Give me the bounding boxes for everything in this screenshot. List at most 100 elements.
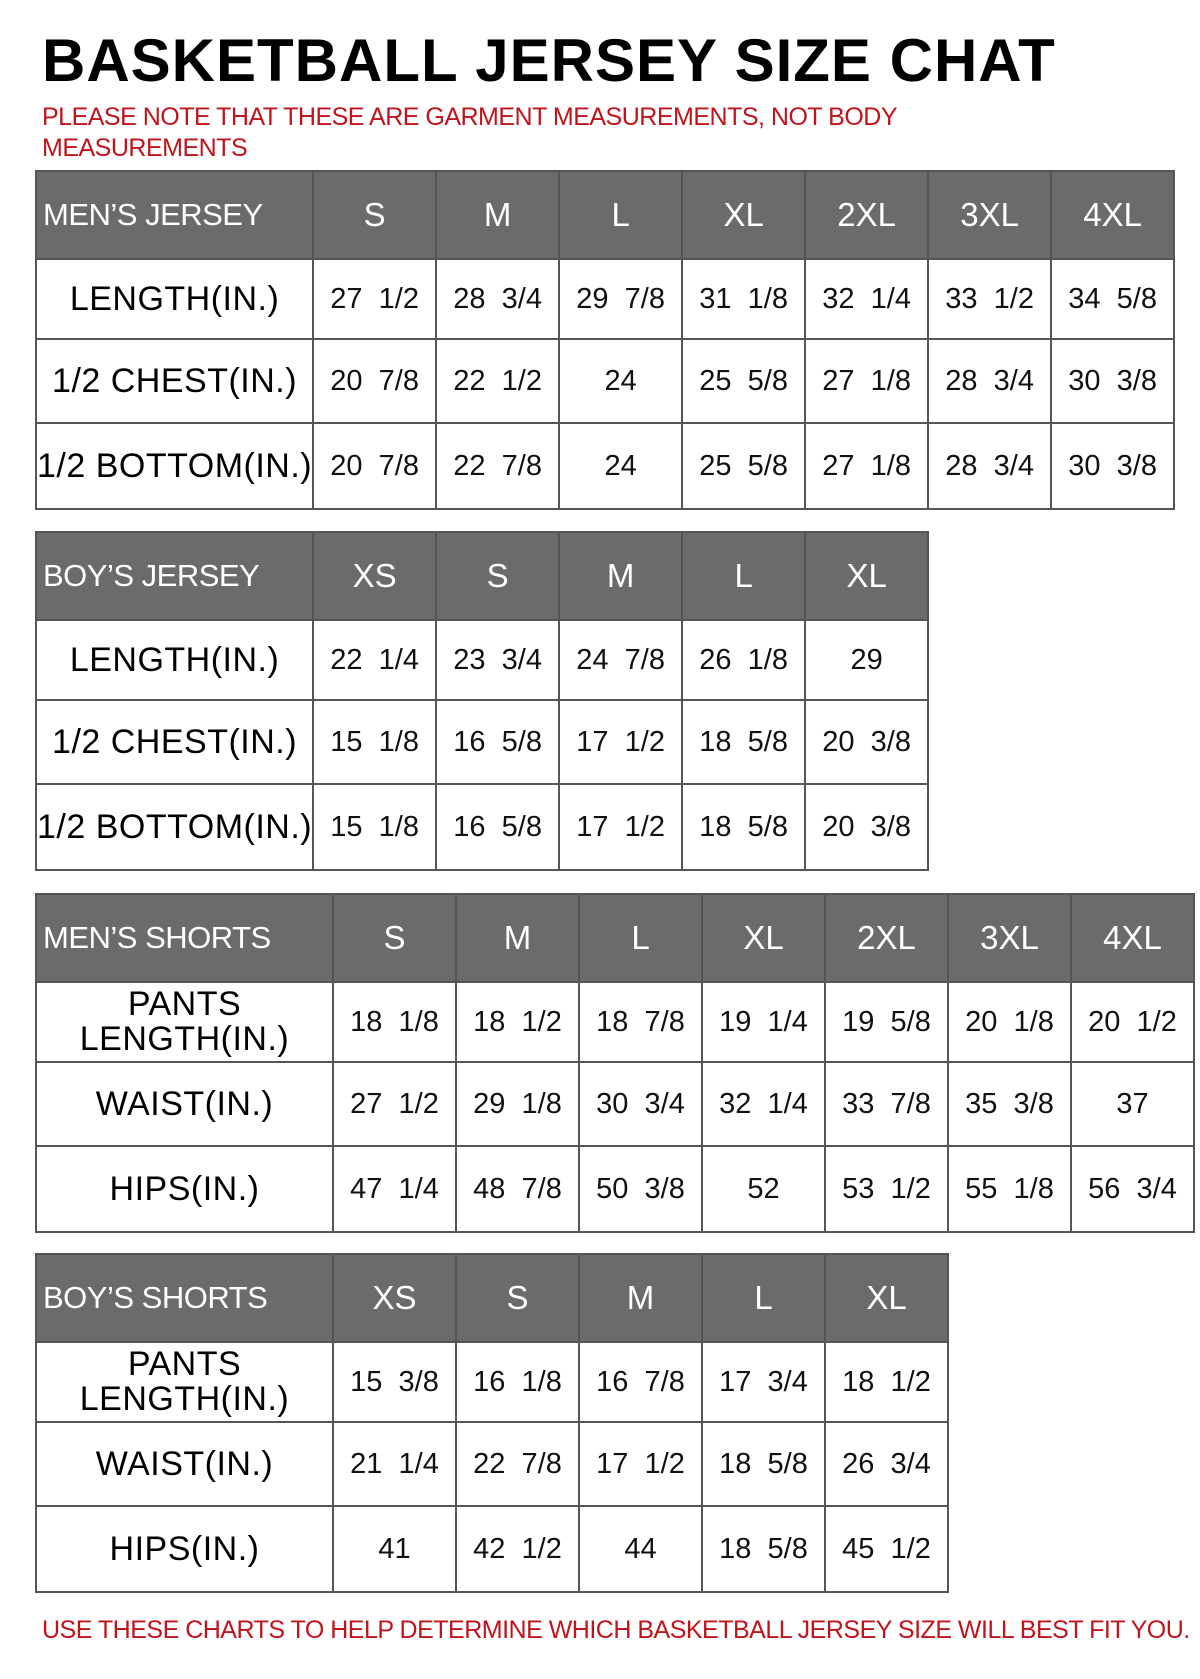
table-row: LENGTH(IN.) 27 1/2 28 3/4 29 7/8 31 1/8 32 1/…: [34, 258, 1176, 340]
table-name: BOY’S JERSEY: [34, 531, 315, 621]
table-name: MEN’S JERSEY: [34, 170, 315, 260]
men-s-shorts-table: MEN’S SHORTS S M L XL 2XL 3XL 4XL PANTS LENGTH(I…: [35, 893, 1195, 1233]
measurement-value: 29 7/8: [558, 258, 684, 340]
measurement-value: 26 1/8: [681, 619, 807, 701]
measurement-label: LENGTH(IN.): [34, 258, 315, 340]
measurement-label: 1/2 CHEST(IN.): [34, 699, 315, 785]
measurement-value: 20 7/8: [312, 338, 438, 424]
measurement-value: 27 1/2: [332, 1061, 457, 1147]
measurement-value: 45 1/2: [824, 1505, 949, 1593]
measurement-value: 44: [578, 1505, 703, 1593]
measurement-value: 48 7/8: [455, 1145, 580, 1233]
measurement-value: 22 1/2: [435, 338, 561, 424]
size-header: 4XL: [1070, 893, 1195, 983]
measurement-value: 16 7/8: [578, 1341, 703, 1423]
measurement-value: 24: [558, 422, 684, 510]
measurement-value: 33 1/2: [927, 258, 1053, 340]
measurement-value: 20 3/8: [804, 783, 930, 871]
size-header: M: [455, 893, 580, 983]
measurement-value: 21 1/4: [332, 1421, 457, 1507]
size-header: L: [578, 893, 703, 983]
measurement-value: 56 3/4: [1070, 1145, 1195, 1233]
header-row: MEN’S SHORTS S M L XL 2XL 3XL 4XL: [35, 893, 1195, 983]
size-header: 3XL: [927, 170, 1053, 260]
measurement-value: 20 1/2: [1070, 981, 1195, 1063]
table-row: PANTS LENGTH(IN.) 18 1/8 18 1/2 18 7/8 19 1/…: [35, 981, 1195, 1063]
measurement-value: 24: [558, 338, 684, 424]
measurement-value: 37: [1070, 1061, 1195, 1147]
measurement-value: 17 3/4: [701, 1341, 826, 1423]
size-header: S: [435, 531, 561, 621]
measurement-value: 22 1/4: [312, 619, 438, 701]
measurement-value: 16 1/8: [455, 1341, 580, 1423]
size-header: 4XL: [1050, 170, 1176, 260]
measurement-value: 15 1/8: [312, 699, 438, 785]
header-row: BOY’S SHORTS XS S M L XL: [35, 1253, 949, 1343]
measurement-value: 31 1/8: [681, 258, 807, 340]
measurement-value: 18 1/2: [824, 1341, 949, 1423]
table-name: BOY’S SHORTS: [35, 1253, 334, 1343]
measurement-value: 15 3/8: [332, 1341, 457, 1423]
measurement-value: 27 1/2: [312, 258, 438, 340]
measurement-label: HIPS(IN.): [35, 1505, 334, 1593]
table-row: 1/2 BOTTOM(IN.) 20 7/8 22 7/8 24 25 5/8 27 1/…: [34, 422, 1176, 510]
measurement-label: 1/2 CHEST(IN.): [34, 338, 315, 424]
measurement-value: 27 1/8: [804, 338, 930, 424]
size-header: 2XL: [804, 170, 930, 260]
measurement-value: 19 5/8: [824, 981, 949, 1063]
size-header: L: [681, 531, 807, 621]
table-row: WAIST(IN.) 27 1/2 29 1/8 30 3/4 32 1/4 33 7/8…: [35, 1061, 1195, 1147]
measurement-value: 18 5/8: [681, 699, 807, 785]
measurement-value: 19 1/4: [701, 981, 826, 1063]
measurement-value: 25 5/8: [681, 422, 807, 510]
size-header: XL: [681, 170, 807, 260]
measurement-value: 16 5/8: [435, 699, 561, 785]
size-header: 2XL: [824, 893, 949, 983]
measurement-label: HIPS(IN.): [35, 1145, 334, 1233]
measurement-value: 30 3/8: [1050, 422, 1176, 510]
garment-note: PLEASE NOTE THAT THESE ARE GARMENT MEASU…: [42, 103, 897, 162]
measurement-value: 32 1/4: [701, 1061, 826, 1147]
measurement-value: 34 5/8: [1050, 258, 1176, 340]
size-header: S: [455, 1253, 580, 1343]
measurement-label: PANTS LENGTH(IN.): [35, 1341, 334, 1423]
measurement-value: 15 1/8: [312, 783, 438, 871]
measurement-label: 1/2 BOTTOM(IN.): [34, 783, 315, 871]
measurement-value: 17 1/2: [578, 1421, 703, 1507]
measurement-value: 26 3/4: [824, 1421, 949, 1507]
measurement-value: 47 1/4: [332, 1145, 457, 1233]
table-row: 1/2 CHEST(IN.) 15 1/8 16 5/8 17 1/2 18 5/8 20…: [34, 699, 930, 785]
men-s-jersey-table: MEN’S JERSEY S M L XL 2XL 3XL 4XL LENGTH(IN.) 27 …: [34, 170, 1176, 510]
size-header: XL: [701, 893, 826, 983]
measurement-value: 20 3/8: [804, 699, 930, 785]
measurement-label: LENGTH(IN.): [34, 619, 315, 701]
measurement-value: 18 1/8: [332, 981, 457, 1063]
size-header: L: [558, 170, 684, 260]
size-header: M: [435, 170, 561, 260]
measurement-value: 17 1/2: [558, 699, 684, 785]
measurement-value: 50 3/8: [578, 1145, 703, 1233]
measurement-value: 53 1/2: [824, 1145, 949, 1233]
measurement-label: WAIST(IN.): [35, 1061, 334, 1147]
table-row: HIPS(IN.) 41 42 1/2 44 18 5/8 45 1/2: [35, 1505, 949, 1593]
measurement-value: 29 1/8: [455, 1061, 580, 1147]
table-row: LENGTH(IN.) 22 1/4 23 3/4 24 7/8 26 1/8 29: [34, 619, 930, 701]
measurement-value: 22 7/8: [455, 1421, 580, 1507]
boy-s-shorts-table: BOY’S SHORTS XS S M L XL PANTS LENGTH(IN.) 15 3…: [35, 1253, 949, 1593]
measurement-value: 18 5/8: [701, 1421, 826, 1507]
size-header: XS: [312, 531, 438, 621]
measurement-value: 30 3/8: [1050, 338, 1176, 424]
measurement-value: 42 1/2: [455, 1505, 580, 1593]
size-header: M: [578, 1253, 703, 1343]
measurement-value: 28 3/4: [927, 338, 1053, 424]
size-header: XS: [332, 1253, 457, 1343]
measurement-value: 23 3/4: [435, 619, 561, 701]
table-row: 1/2 BOTTOM(IN.) 15 1/8 16 5/8 17 1/2 18 5/8 2…: [34, 783, 930, 871]
table-row: PANTS LENGTH(IN.) 15 3/8 16 1/8 16 7/8 17 3/…: [35, 1341, 949, 1423]
size-header: S: [332, 893, 457, 983]
table-name: MEN’S SHORTS: [35, 893, 334, 983]
page-title: BASKETBALL JERSEY SIZE CHAT: [42, 27, 1056, 94]
measurement-value: 25 5/8: [681, 338, 807, 424]
table-row: 1/2 CHEST(IN.) 20 7/8 22 1/2 24 25 5/8 27 1/8…: [34, 338, 1176, 424]
measurement-value: 20 7/8: [312, 422, 438, 510]
